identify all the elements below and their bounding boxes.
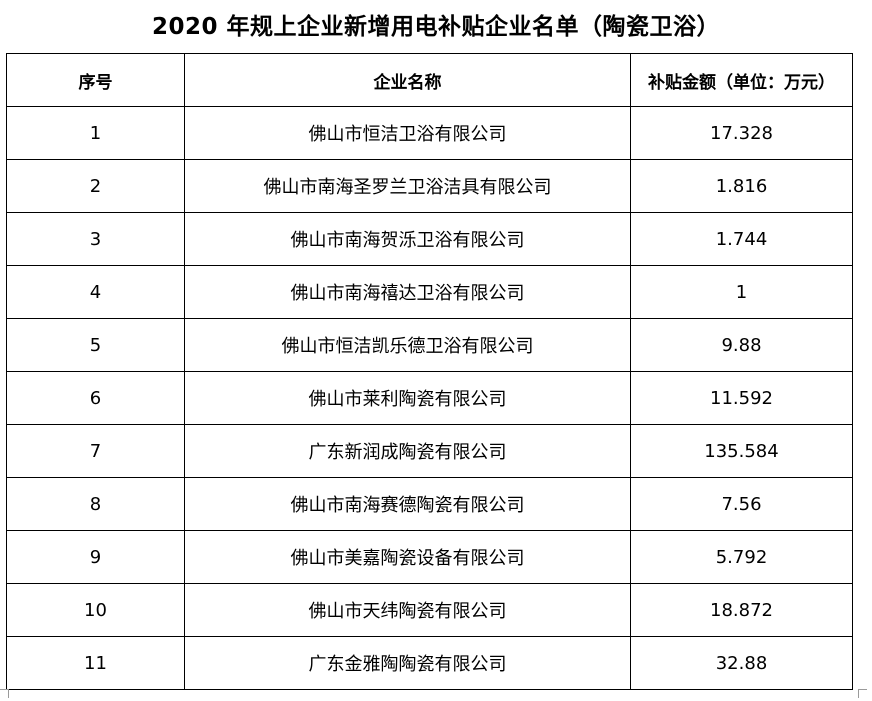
- row-index: 8: [6, 477, 185, 531]
- row-index: 1: [6, 106, 185, 160]
- table-row: 1 佛山市恒洁卫浴有限公司 17.328: [6, 106, 853, 160]
- row-company: 佛山市恒洁凯乐德卫浴有限公司: [184, 318, 631, 372]
- row-company: 广东新润成陶瓷有限公司: [184, 424, 631, 478]
- page-title: 2020 年规上企业新增用电补贴企业名单（陶瓷卫浴）: [151, 14, 721, 40]
- row-amount: 135.584: [630, 424, 853, 478]
- row-index: 5: [6, 318, 185, 372]
- table-body: 1 佛山市恒洁卫浴有限公司 17.328 2 佛山市南海圣罗兰卫浴洁具有限公司 …: [6, 106, 853, 690]
- row-amount: 1: [630, 265, 853, 319]
- row-amount: 17.328: [630, 106, 853, 160]
- table-row: 10 佛山市天纬陶瓷有限公司 18.872: [6, 583, 853, 637]
- row-company: 佛山市南海贺泺卫浴有限公司: [184, 212, 631, 266]
- table-row: 7 广东新润成陶瓷有限公司 135.584: [6, 424, 853, 478]
- row-amount: 11.592: [630, 371, 853, 425]
- header-index: 序号: [6, 53, 185, 107]
- row-company: 佛山市恒洁卫浴有限公司: [184, 106, 631, 160]
- row-amount: 1.816: [630, 159, 853, 213]
- row-index: 7: [6, 424, 185, 478]
- row-amount: 9.88: [630, 318, 853, 372]
- header-company: 企业名称: [184, 53, 631, 107]
- row-index: 11: [6, 636, 185, 690]
- row-index: 9: [6, 530, 185, 584]
- row-company: 佛山市南海圣罗兰卫浴洁具有限公司: [184, 159, 631, 213]
- table-row: 9 佛山市美嘉陶瓷设备有限公司 5.792: [6, 530, 853, 584]
- row-company: 广东金雅陶陶瓷有限公司: [184, 636, 631, 690]
- table-row: 4 佛山市南海禧达卫浴有限公司 1: [6, 265, 853, 319]
- row-index: 10: [6, 583, 185, 637]
- header-row: 序号 企业名称 补贴金额（单位：万元）: [6, 53, 853, 107]
- table-row: 3 佛山市南海贺泺卫浴有限公司 1.744: [6, 212, 853, 266]
- page-corner-mark-left: [0, 689, 9, 698]
- table-row: 5 佛山市恒洁凯乐德卫浴有限公司 9.88: [6, 318, 853, 372]
- row-company: 佛山市南海赛德陶瓷有限公司: [184, 477, 631, 531]
- row-index: 2: [6, 159, 185, 213]
- header-amount: 补贴金额（单位：万元）: [630, 53, 853, 107]
- table-row: 2 佛山市南海圣罗兰卫浴洁具有限公司 1.816: [6, 159, 853, 213]
- subsidy-table: 序号 企业名称 补贴金额（单位：万元） 1 佛山市恒洁卫浴有限公司 17.328…: [6, 53, 853, 690]
- row-index: 4: [6, 265, 185, 319]
- row-company: 佛山市美嘉陶瓷设备有限公司: [184, 530, 631, 584]
- row-company: 佛山市南海禧达卫浴有限公司: [184, 265, 631, 319]
- table-row: 8 佛山市南海赛德陶瓷有限公司 7.56: [6, 477, 853, 531]
- row-amount: 5.792: [630, 530, 853, 584]
- row-amount: 7.56: [630, 477, 853, 531]
- row-company: 佛山市天纬陶瓷有限公司: [184, 583, 631, 637]
- row-amount: 1.744: [630, 212, 853, 266]
- table-row: 11 广东金雅陶陶瓷有限公司 32.88: [6, 636, 853, 690]
- table-header: 序号 企业名称 补贴金额（单位：万元）: [6, 53, 853, 107]
- table-row: 6 佛山市莱利陶瓷有限公司 11.592: [6, 371, 853, 425]
- row-index: 3: [6, 212, 185, 266]
- page-corner-mark-right: [858, 689, 867, 698]
- row-amount: 32.88: [630, 636, 853, 690]
- row-index: 6: [6, 371, 185, 425]
- row-amount: 18.872: [630, 583, 853, 637]
- row-company: 佛山市莱利陶瓷有限公司: [184, 371, 631, 425]
